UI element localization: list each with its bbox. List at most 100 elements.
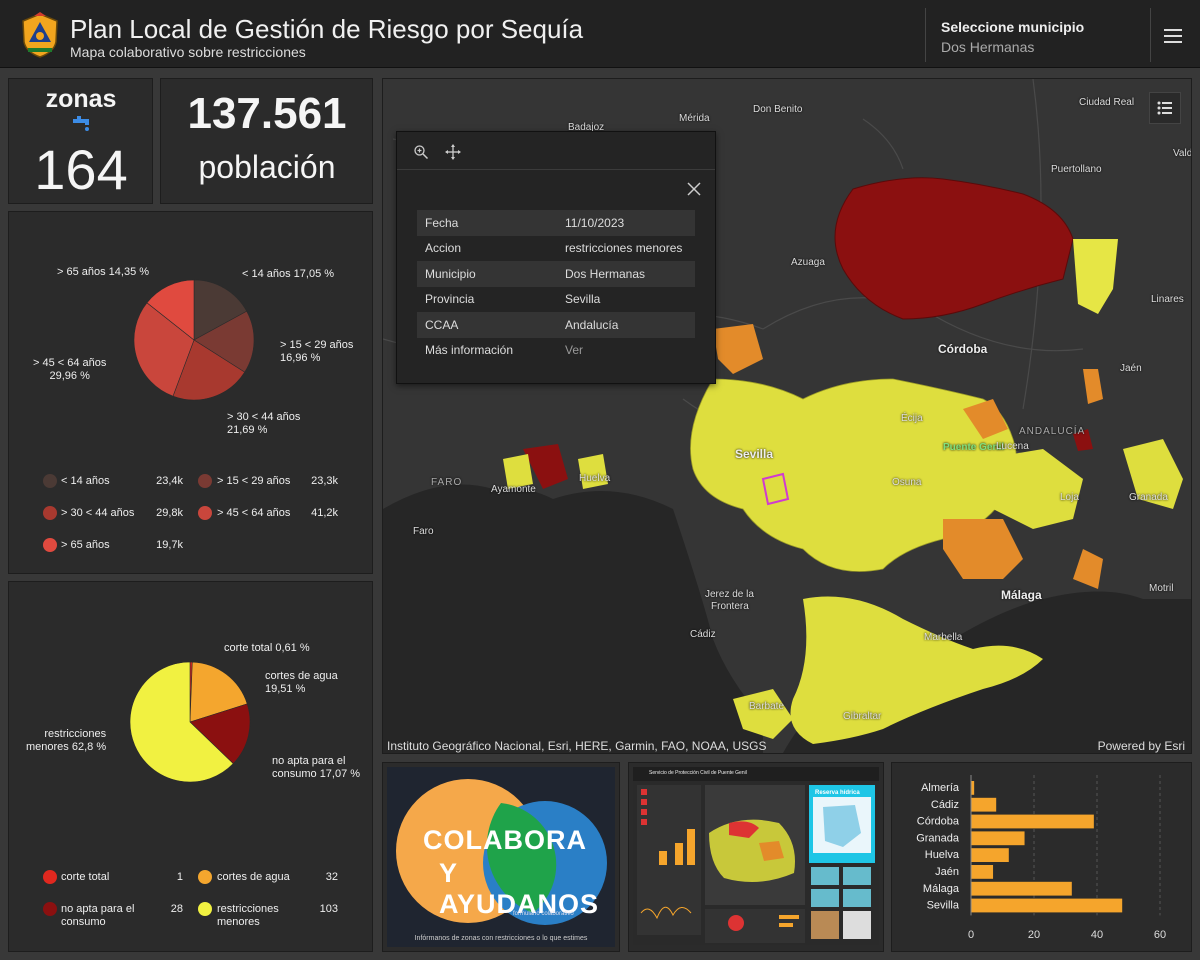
poblacion-value: 137.561 xyxy=(187,89,347,138)
bar-málaga[interactable] xyxy=(971,881,1072,896)
colabora-tag: formulario colaborativo xyxy=(513,911,574,917)
map-label: Ciudad Real xyxy=(1079,97,1135,108)
map-label: Écija xyxy=(901,413,923,424)
zonas-label: zonas xyxy=(45,85,117,113)
pie-slice-menor-14[interactable] xyxy=(193,279,248,341)
attr-value: restricciones menores xyxy=(565,241,683,256)
app-header: Plan Local de Gestión de Riesgo por Sequ… xyxy=(0,0,1200,68)
restr-label-corte-total: corte total 0,61 % xyxy=(224,642,310,654)
municipio-label: Seleccione municipio xyxy=(941,19,1085,35)
more-info-link[interactable]: Ver xyxy=(565,343,584,358)
attr-key: Fecha xyxy=(417,210,557,236)
legend-label: > 30 < 44 años xyxy=(61,507,135,519)
dashboard-thumbnail[interactable] xyxy=(629,763,883,951)
map-label: Puertollano xyxy=(1051,164,1102,175)
pie-slice-restricciones-menores[interactable] xyxy=(129,661,234,783)
legend-swatch xyxy=(198,902,212,916)
province-bar-card: 0 20 40 60 Almería Cádiz Córdoba Granada Huelva J… xyxy=(891,762,1192,952)
pie-slice-mayor-65[interactable] xyxy=(146,279,195,341)
pie-slice-30-44[interactable] xyxy=(172,339,246,401)
bar-cádiz[interactable] xyxy=(971,797,997,812)
legend-value: 23,4k xyxy=(156,475,183,487)
attr-value: Andalucía xyxy=(557,312,695,338)
close-icon[interactable] xyxy=(687,182,701,196)
map-label: Córdoba xyxy=(938,342,988,356)
zonas-card: zonas 164 xyxy=(8,78,153,204)
map-label: Vald xyxy=(1173,148,1192,159)
restrictions-map[interactable]: Don Benito Ciudad Real Mérida Badajoz Pu… xyxy=(382,78,1192,754)
legend-swatch xyxy=(43,870,57,884)
bar-category-label: Málaga xyxy=(923,883,960,895)
bar-sevilla[interactable] xyxy=(971,898,1123,913)
colabora-line1: COLABORA xyxy=(423,825,587,855)
table-row: CCAA Andalucía xyxy=(417,312,695,338)
map-label: Motril xyxy=(1149,583,1174,594)
map-label: Sevilla xyxy=(735,447,774,461)
map-label: Huelva xyxy=(579,473,611,484)
zonas-value: 164 xyxy=(34,138,128,201)
bar-category-label: Huelva xyxy=(925,849,960,861)
water-tap-icon xyxy=(73,116,89,131)
legend-label: restricciones menores xyxy=(217,903,279,928)
legend-value: 103 xyxy=(319,903,338,915)
municipio-value[interactable]: Dos Hermanas xyxy=(941,39,1035,55)
municipio-selector[interactable]: Seleccione municipio Dos Hermanas xyxy=(925,8,1149,62)
legend-label: > 45 < 64 años xyxy=(217,507,291,519)
legend-value: 28 xyxy=(170,903,183,915)
map-powered-by[interactable]: Powered by Esri xyxy=(1097,739,1185,753)
age-pie-panel: > 65 años 14,35 % < 14 años 17,05 % > 15… xyxy=(8,211,373,574)
feature-popup: Fecha 11/10/2023 Accion restricciones meno… xyxy=(396,131,716,384)
restriction-pie-chart xyxy=(129,661,251,783)
table-row: Provincia Sevilla xyxy=(417,287,695,313)
pie-slice-45-64[interactable] xyxy=(133,302,195,397)
legend-value: 32 xyxy=(325,871,338,883)
bar-almería[interactable] xyxy=(971,781,975,795)
map-label: Cádiz xyxy=(690,629,716,640)
legend-value: 1 xyxy=(176,871,183,883)
bar-huelva[interactable] xyxy=(971,848,1009,862)
map-attribution: Instituto Geográfico Nacional, Esri, HER… xyxy=(387,739,767,753)
map-label: Badajoz xyxy=(568,122,605,133)
legend-value: 41,2k xyxy=(311,507,338,519)
bar-granada[interactable] xyxy=(971,831,1025,846)
colabora-banner[interactable] xyxy=(383,763,619,951)
pie-slice-cortes-de-agua[interactable] xyxy=(189,661,248,723)
zoom-to-icon[interactable] xyxy=(413,144,429,160)
age-label-15-29: > 15 < 29 años 16,96 % xyxy=(280,339,354,364)
attr-key: Más información xyxy=(425,343,514,358)
bar-jaén[interactable] xyxy=(971,865,994,879)
page-title: Plan Local de Gestión de Riesgo por Sequ… xyxy=(70,14,584,44)
legend-swatch xyxy=(198,506,212,520)
thumb-title: Servicio de Protección Civil de Puente G… xyxy=(649,770,747,776)
pie-slice-15-29[interactable] xyxy=(193,310,255,373)
map-label: Granada xyxy=(1129,492,1168,503)
page-subtitle: Mapa colaborativo sobre restricciones xyxy=(70,44,306,60)
map-label: Málaga xyxy=(1001,588,1042,602)
table-row: Accion restricciones menores xyxy=(417,236,695,262)
pan-move-icon[interactable] xyxy=(445,144,461,160)
bar-category-label: Sevilla xyxy=(927,900,960,912)
bar-córdoba[interactable] xyxy=(971,814,1094,829)
province-bar-chart: 0 20 40 60 Almería Cádiz Córdoba Granada Huelva J… xyxy=(916,775,1166,941)
restriction-pie-panel: corte total 0,61 % cortes de agua 19,51 %… xyxy=(8,581,373,952)
map-label: Mérida xyxy=(679,113,710,124)
colabora-footer: Infórmanos de zonas con restricciones o … xyxy=(414,935,588,942)
legend-label: cortes de agua xyxy=(217,871,290,883)
attr-value: Dos Hermanas xyxy=(557,261,695,287)
attr-key: CCAA xyxy=(417,312,557,338)
poblacion-card: 137.561 población xyxy=(160,78,373,204)
map-label: Jerez de la xyxy=(705,589,754,600)
dashboard-thumbnail-card[interactable]: Servicio de Protección Civil de Puente G… xyxy=(628,762,884,952)
legend-swatch xyxy=(198,870,212,884)
bar-category-label: Granada xyxy=(916,832,960,844)
map-legend-list-icon[interactable] xyxy=(1149,92,1181,124)
legend-swatch xyxy=(43,474,57,488)
map-canvas[interactable] xyxy=(383,79,1191,753)
map-label: Loja xyxy=(1060,492,1079,503)
hamburger-menu-icon[interactable] xyxy=(1150,8,1192,62)
colabora-card[interactable]: COLABORA Y AYUDANOS formulario colaborat… xyxy=(382,762,620,952)
proteccion-civil-logo-icon xyxy=(22,12,58,58)
legend-label: > 65 años xyxy=(61,539,110,551)
map-label: Puente Genil xyxy=(943,442,1005,453)
pie-slice-no-apta-consumo[interactable] xyxy=(189,703,251,765)
